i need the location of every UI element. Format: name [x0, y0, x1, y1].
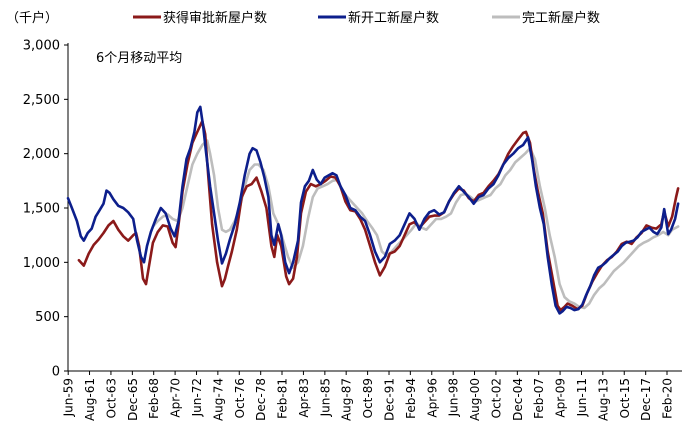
y-tick-label: 2,500 [23, 93, 60, 108]
x-tick-label: Dec-78 [254, 378, 268, 421]
y-tick-label: 0 [52, 365, 60, 380]
series-layer [66, 105, 680, 315]
x-tick-label: Feb-81 [276, 378, 290, 419]
x-tick-label: Aug-61 [83, 378, 97, 421]
x-tick-label: Dec-04 [511, 378, 525, 421]
y-tick-label: 1,000 [23, 256, 60, 271]
x-tick-label: Apr-70 [169, 378, 183, 418]
legend: 获得审批新屋户数 新开工新屋户数 完工新屋户数 [133, 10, 600, 26]
legend-item-completions: 完工新屋户数 [492, 10, 600, 26]
x-tick-label: Feb-94 [404, 378, 418, 419]
x-tick-label: Oct-02 [489, 378, 503, 418]
x-tick-label: Oct-15 [618, 378, 632, 418]
legend-item-housing-starts: 新开工新屋户数 [318, 10, 439, 26]
x-tick-label: Dec-17 [639, 378, 653, 421]
legend-item-approved-permits: 获得审批新屋户数 [133, 10, 267, 26]
legend-label: 新开工新屋户数 [348, 10, 439, 26]
x-tick-label: Jun-72 [190, 378, 204, 417]
x-tick-label: Jun-11 [575, 378, 589, 417]
y-tick-label: 3,000 [23, 39, 60, 54]
x-tick-label: Jun-98 [447, 378, 461, 417]
y-tick-label: 2,000 [23, 147, 60, 162]
x-tick-label: Aug-13 [596, 378, 610, 421]
legend-label: 完工新屋户数 [522, 10, 600, 26]
x-tick-label: Aug-74 [211, 378, 225, 421]
x-tick-label: Aug-00 [468, 378, 482, 421]
x-tick-label: Feb-68 [147, 378, 161, 419]
x-tick-label: Dec-91 [383, 378, 397, 421]
x-tick-label: Jun-85 [318, 378, 332, 417]
y-tick-label: 1,500 [23, 202, 60, 217]
x-tick-label: Aug-87 [340, 378, 354, 421]
x-tick-label: Oct-63 [104, 378, 118, 418]
y-axis-unit-label: （千户） [6, 10, 58, 26]
x-tick-label: Feb-20 [660, 378, 674, 419]
x-tick-label: Apr-96 [425, 378, 439, 418]
x-tick-label: Apr-83 [297, 378, 311, 418]
x-tick-label: Jun-59 [62, 378, 76, 417]
y-tick-label: 500 [35, 310, 60, 325]
legend-label: 获得审批新屋户数 [163, 10, 267, 26]
axes-layer: 0 500 1,000 1,500 2,000 2,500 3,000 Jun-59 Aug-6… [23, 39, 682, 421]
x-tick-label: Oct-89 [361, 378, 375, 418]
moving-average-note: 6个月移动平均 [96, 51, 182, 66]
x-tick-label: Dec-65 [126, 378, 140, 421]
x-tick-label: Oct-76 [233, 378, 247, 418]
housing-starts-line [66, 105, 680, 315]
x-tick-label: Apr-09 [554, 378, 568, 418]
x-tick-label: Feb-07 [532, 378, 546, 419]
